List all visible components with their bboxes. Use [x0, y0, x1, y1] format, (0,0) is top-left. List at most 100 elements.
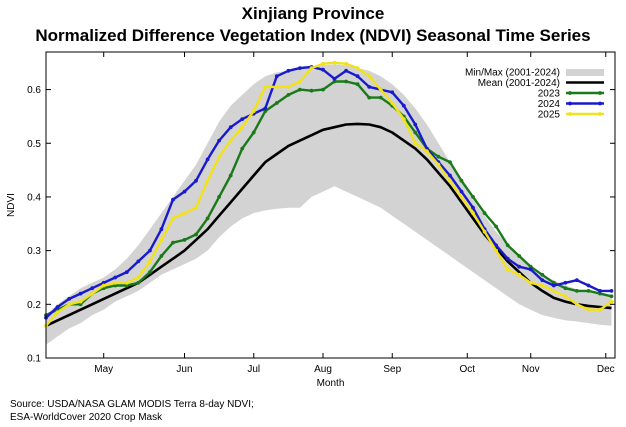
data-point-2025 [355, 66, 360, 70]
data-point-2024 [78, 291, 83, 296]
data-point-2024 [494, 243, 498, 248]
y-tick-label: 0.6 [27, 85, 41, 96]
x-tick-label: Jun [176, 364, 192, 375]
data-point-2023 [609, 294, 614, 299]
data-point-2024 [459, 189, 464, 194]
data-point-2023 [136, 280, 141, 285]
data-point-2023 [274, 101, 279, 105]
data-point-2023 [505, 243, 510, 248]
data-point-2023 [471, 195, 475, 199]
data-point-2025 [378, 87, 383, 92]
legend-swatch-band [566, 69, 604, 76]
data-point-2025 [598, 307, 602, 312]
data-point-2025 [136, 275, 141, 280]
data-point-2024 [367, 85, 372, 89]
data-point-2025 [240, 125, 245, 130]
data-point-2023 [563, 286, 568, 291]
data-point-2023 [148, 270, 152, 274]
data-point-2025 [217, 154, 222, 159]
data-point-2024 [355, 74, 360, 79]
data-point-2025 [540, 283, 545, 288]
data-point-2024 [286, 68, 291, 73]
data-point-2024 [274, 74, 279, 79]
data-point-2025 [401, 117, 406, 121]
data-point-2025 [194, 205, 198, 210]
data-point-2025 [367, 74, 372, 79]
data-point-2025 [78, 299, 83, 304]
data-point-2023 [367, 95, 372, 100]
y-tick-label: 0.5 [27, 139, 41, 150]
data-point-2023 [436, 154, 441, 159]
data-point-2023 [286, 93, 291, 97]
data-point-2024 [298, 66, 302, 70]
data-point-2023 [228, 173, 233, 178]
data-point-2024 [413, 122, 418, 127]
legend-label-2025: 2025 [538, 110, 561, 121]
data-point-2025 [309, 66, 314, 70]
data-point-2025 [563, 294, 568, 299]
data-point-2023 [332, 79, 337, 84]
data-point-2023 [355, 82, 360, 87]
data-point-2024 [55, 305, 60, 309]
data-point-2024 [448, 173, 452, 178]
data-point-2024 [390, 90, 395, 95]
data-point-2024 [598, 289, 602, 293]
plot-frame [45, 51, 616, 359]
source-line-2: ESA-WorldCover 2020 Crop Mask [10, 412, 163, 423]
data-point-2025 [586, 307, 591, 312]
legend-marker-2024 [568, 101, 572, 106]
data-point-2024 [575, 278, 579, 283]
ndvi-chart: 0.1 0.2 0.3 0.4 0.5 0.6 May Jun Jul Aug Sep Oct Nov D… [6, 51, 616, 389]
legend-marker-2024 [598, 101, 602, 106]
data-point-2024 [228, 125, 233, 130]
legend-marker-2023 [598, 91, 602, 95]
data-point-2025 [228, 138, 233, 143]
data-point-2023 [298, 87, 302, 92]
data-point-2025 [67, 302, 71, 307]
y-tick-label: 0.1 [27, 354, 41, 365]
data-point-2025 [286, 85, 291, 89]
data-point-2024 [113, 275, 118, 280]
data-point-2025 [148, 259, 152, 264]
data-point-2025 [205, 178, 210, 183]
legend-label-mean-2001-2024: Mean (2001-2024) [478, 78, 560, 89]
data-point-2025 [263, 85, 268, 89]
data-point-2023 [598, 291, 602, 296]
data-point-2023 [378, 95, 383, 100]
x-tick-label: Nov [522, 364, 540, 375]
data-point-2024 [344, 68, 348, 73]
data-point-2024 [540, 278, 545, 283]
data-point-2025 [609, 299, 614, 304]
data-point-2023 [482, 211, 487, 216]
data-point-2025 [436, 162, 441, 167]
data-point-2025 [321, 61, 325, 66]
x-tick-label: Dec [597, 364, 615, 375]
min-max-band [46, 64, 612, 345]
data-point-2024 [528, 267, 533, 272]
data-point-2024 [563, 280, 568, 285]
data-point-2025 [298, 79, 302, 84]
data-point-2025 [551, 289, 556, 293]
data-point-2025 [575, 302, 579, 307]
data-point-2023 [586, 289, 591, 293]
data-point-2024 [148, 248, 152, 253]
x-axis-label: Month [317, 378, 345, 389]
data-point-2025 [124, 280, 129, 285]
data-point-2024 [505, 256, 510, 261]
axes-layer: 0.1 0.2 0.3 0.4 0.5 0.6 May Jun Jul Aug Sep Oct Nov D… [6, 51, 616, 389]
data-point-2024 [136, 259, 141, 264]
data-point-2024 [586, 283, 591, 288]
data-point-2024 [124, 270, 129, 274]
data-point-2024 [263, 106, 268, 111]
data-point-2024 [401, 103, 406, 108]
min-max-band-layer [46, 64, 612, 345]
data-point-2025 [471, 211, 475, 216]
data-point-2023 [540, 272, 545, 277]
data-point-2025 [251, 109, 256, 113]
data-point-2023 [171, 240, 175, 245]
y-axis-label: NDVI [6, 193, 17, 217]
y-tick-label: 0.4 [27, 192, 41, 203]
data-point-2025 [413, 141, 418, 146]
data-point-2023 [413, 130, 418, 135]
data-point-2023 [217, 195, 222, 199]
